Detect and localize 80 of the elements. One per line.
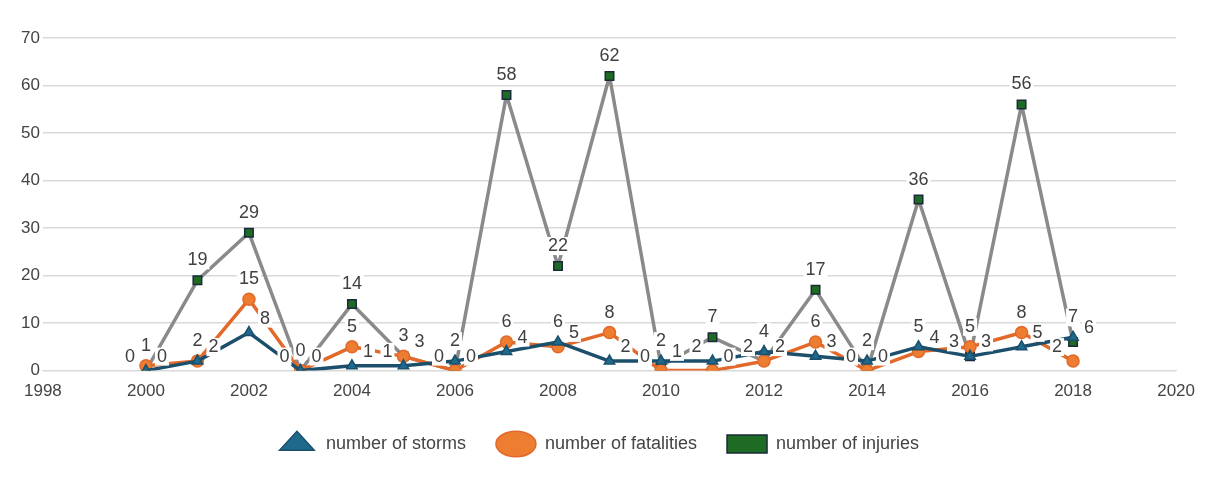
x-tick-label: 2016 [951, 381, 989, 401]
y-tick-label: 70 [20, 27, 40, 47]
data-label: 5 [346, 315, 357, 336]
data-label: 4 [759, 320, 770, 341]
data-label: 14 [341, 273, 362, 294]
data-label: 3 [826, 331, 837, 352]
data-label: 6 [501, 311, 512, 332]
data-label: 36 [908, 168, 929, 189]
y-tick-label: 50 [20, 122, 40, 142]
data-label: 56 [1011, 73, 1032, 94]
data-label: 2 [620, 336, 631, 357]
data-label: 2 [862, 330, 873, 351]
y-tick-label: 60 [20, 75, 40, 95]
y-tick-label: 40 [20, 170, 40, 190]
data-label: 62 [599, 44, 620, 65]
x-tick-label: 1998 [24, 381, 62, 401]
data-label: 7 [707, 306, 718, 327]
data-label: 19 [187, 249, 208, 270]
data-label: 0 [295, 339, 306, 360]
y-tick-label: 0 [30, 360, 40, 380]
y-tick-label: 20 [20, 265, 40, 285]
data-label: 0 [279, 345, 290, 366]
x-tick-label: 2004 [333, 381, 371, 401]
data-label: 5 [1032, 321, 1043, 342]
x-tick-label: 2018 [1054, 381, 1092, 401]
data-label: 0 [878, 345, 889, 366]
data-label: 4 [517, 326, 528, 347]
data-label: 2 [208, 336, 219, 357]
x-tick-label: 2020 [1157, 381, 1195, 401]
data-label: 2 [743, 336, 754, 357]
data-label: 3 [949, 331, 960, 352]
x-tick-label: 2014 [848, 381, 886, 401]
data-label: 2 [656, 330, 667, 351]
data-label: 0 [433, 345, 444, 366]
data-label: 7 [1068, 306, 1079, 327]
data-label: 2 [775, 336, 786, 357]
x-tick-label: 2002 [230, 381, 268, 401]
data-label: 1 [362, 340, 373, 361]
legend-label: number of storms [325, 432, 466, 453]
y-tick-label: 10 [20, 312, 40, 332]
data-label: 5 [965, 315, 976, 336]
x-tick-label: 2006 [436, 381, 474, 401]
data-label: 6 [1084, 317, 1095, 338]
data-label: 5 [568, 321, 579, 342]
data-label: 8 [604, 301, 615, 322]
data-label: 2 [192, 330, 203, 351]
data-label: 3 [981, 331, 992, 352]
data-label: 0 [465, 345, 476, 366]
data-label: 2 [691, 336, 702, 357]
data-label: 6 [810, 311, 821, 332]
data-label: 3 [414, 331, 425, 352]
data-label: 0 [156, 345, 167, 366]
data-label: 8 [1016, 301, 1027, 322]
data-label: 1 [672, 340, 683, 361]
data-label: 58 [496, 63, 517, 84]
data-label: 0 [640, 345, 651, 366]
data-label: 1 [140, 334, 151, 355]
x-tick-label: 2012 [745, 381, 783, 401]
data-label: 2 [1052, 336, 1063, 357]
x-tick-label: 2008 [539, 381, 577, 401]
data-label: 29 [238, 201, 259, 222]
data-label: 1 [382, 340, 393, 361]
data-label: 3 [398, 325, 409, 346]
x-tick-label: 2010 [642, 381, 680, 401]
data-label: 2 [449, 330, 460, 351]
data-label: 5 [913, 315, 924, 336]
legend-label: number of injuries [776, 432, 920, 453]
data-label: 17 [805, 258, 826, 279]
data-label: 8 [259, 307, 270, 328]
data-label: 4 [929, 326, 940, 347]
data-label: 0 [124, 345, 135, 366]
x-tick-label: 2000 [127, 381, 165, 401]
data-label: 15 [238, 268, 259, 289]
data-label: 6 [552, 311, 563, 332]
data-label: 0 [311, 345, 322, 366]
data-label: 0 [723, 345, 734, 366]
y-tick-label: 30 [20, 217, 40, 237]
data-label: 22 [547, 235, 569, 256]
legend-label: number of fatalities [544, 432, 698, 453]
data-label: 0 [846, 345, 857, 366]
